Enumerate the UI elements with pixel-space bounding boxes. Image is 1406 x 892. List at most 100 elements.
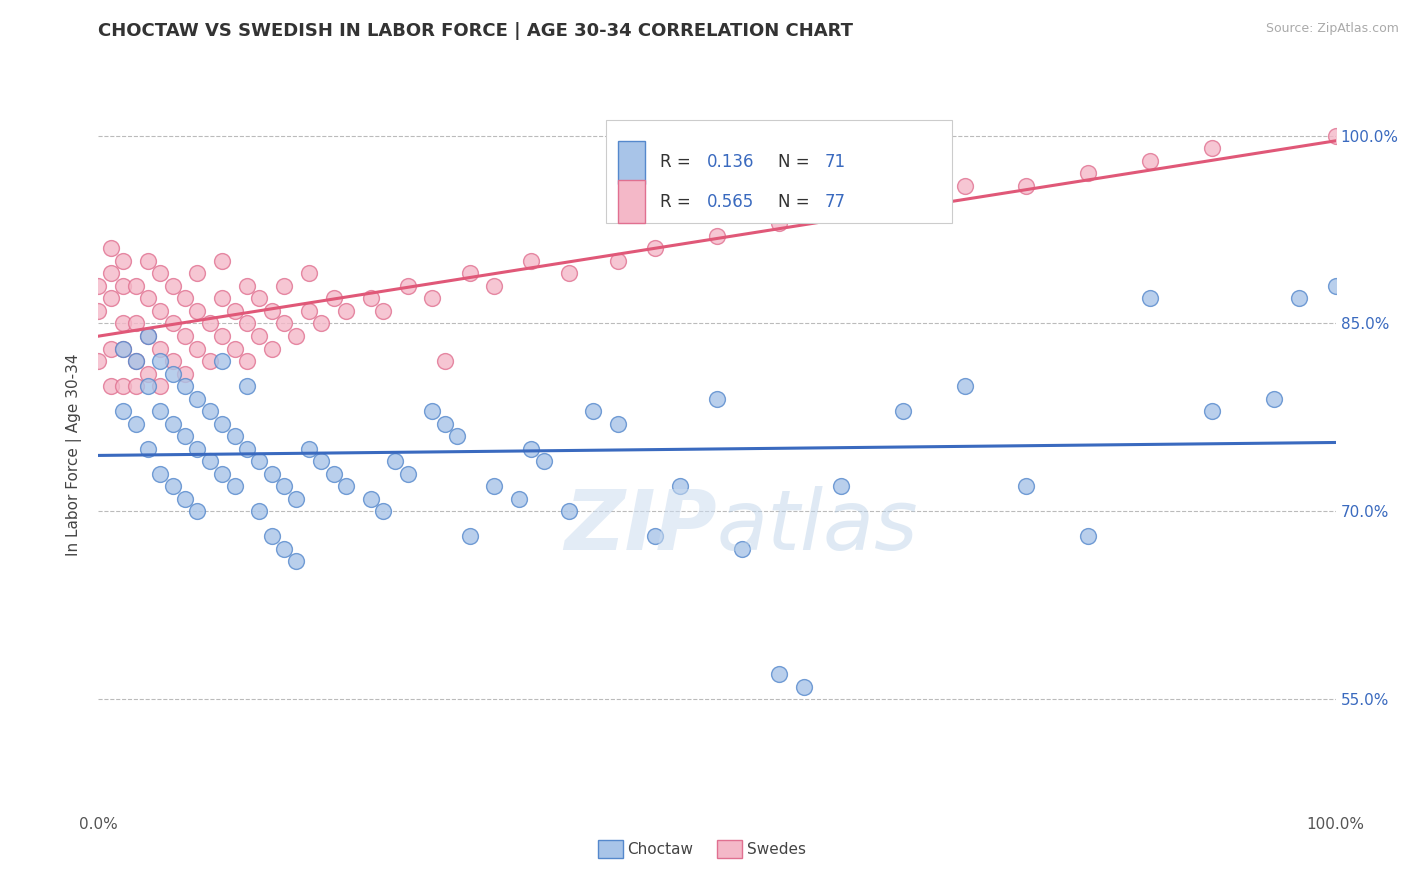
Point [162,279,184,293]
FancyBboxPatch shape [619,141,645,184]
Point [211,292,233,306]
Point [149,404,172,418]
Text: Swedes: Swedes [747,842,806,856]
Point [136,329,159,343]
Point [953,379,976,393]
Point [260,467,283,481]
Point [112,342,135,356]
Point [174,379,197,393]
Point [285,554,308,568]
Point [273,317,295,331]
Point [186,266,208,280]
Point [136,292,159,306]
Point [112,253,135,268]
Point [384,454,406,468]
Text: CHOCTAW VS SWEDISH IN LABOR FORCE | AGE 30-34 CORRELATION CHART: CHOCTAW VS SWEDISH IN LABOR FORCE | AGE … [98,22,853,40]
Point [458,529,481,543]
Point [360,292,382,306]
Point [247,292,270,306]
Point [644,529,666,543]
Point [112,342,135,356]
Point [1015,479,1038,493]
Point [149,304,172,318]
Point [247,329,270,343]
Point [136,253,159,268]
Point [644,241,666,255]
Text: N =: N = [778,153,814,171]
Point [1201,141,1223,155]
Point [260,529,283,543]
Point [186,442,208,456]
Point [211,354,233,368]
Point [484,479,506,493]
Point [124,317,146,331]
Point [136,379,159,393]
Point [1015,178,1038,193]
Point [309,454,332,468]
Point [731,541,754,556]
Point [198,454,221,468]
Point [322,292,344,306]
Point [433,417,456,431]
Point [186,304,208,318]
Point [1139,153,1161,168]
Point [100,241,122,255]
Point [174,329,197,343]
Point [396,279,419,293]
Point [422,292,444,306]
Point [433,354,456,368]
Point [557,266,579,280]
Point [211,417,233,431]
Point [162,479,184,493]
Point [174,429,197,443]
Point [149,354,172,368]
Point [793,680,815,694]
Point [285,491,308,506]
Point [198,404,221,418]
Point [124,279,146,293]
Point [100,342,122,356]
Point [198,317,221,331]
Point [186,504,208,518]
Point [112,279,135,293]
Point [100,292,122,306]
Point [112,404,135,418]
Point [298,266,321,280]
Point [1077,529,1099,543]
Text: Choctaw: Choctaw [627,842,693,856]
Point [1139,292,1161,306]
Point [669,479,692,493]
Point [607,253,630,268]
Point [508,491,530,506]
Point [830,203,852,218]
Point [224,479,246,493]
Point [124,354,146,368]
Point [371,504,394,518]
Point [247,504,270,518]
Text: R =: R = [661,153,696,171]
Point [149,342,172,356]
Point [136,367,159,381]
Point [768,667,790,681]
Point [1201,404,1223,418]
Point [768,216,790,230]
Point [149,467,172,481]
Point [224,304,246,318]
Point [112,379,135,393]
Point [1324,279,1347,293]
Point [162,367,184,381]
Point [309,317,332,331]
Point [136,329,159,343]
Y-axis label: In Labor Force | Age 30-34: In Labor Force | Age 30-34 [66,353,83,557]
Point [136,442,159,456]
Point [520,442,543,456]
Point [236,442,259,456]
Text: Source: ZipAtlas.com: Source: ZipAtlas.com [1265,22,1399,36]
Point [273,541,295,556]
Point [87,354,110,368]
Point [224,429,246,443]
Point [891,404,914,418]
Point [335,304,357,318]
Text: atlas: atlas [717,486,918,566]
Point [706,392,728,406]
